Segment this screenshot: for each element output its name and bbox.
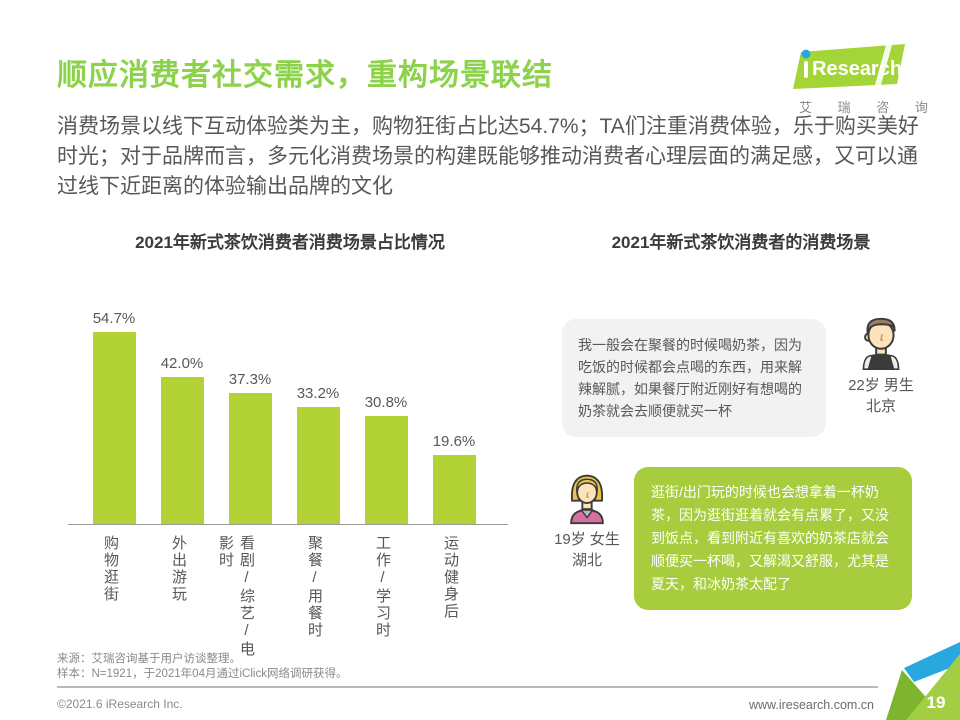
sample-line: 样本：N=1921，于2021年04月通过iClick网络调研获得。 xyxy=(57,668,348,680)
bar-value-label: 54.7% xyxy=(92,310,136,327)
quote-bubble-male: 我一般会在聚餐的时候喝奶茶，因为吃饭的时候都会点喝的东西，用来解辣解腻，如果餐厅… xyxy=(562,319,826,437)
corner-decoration: 19 xyxy=(886,642,960,720)
bar-category-label: 运动健身后 xyxy=(442,535,459,620)
persona-female-label: 19岁 女生 湖北 xyxy=(554,529,620,571)
bar-value-label: 37.3% xyxy=(228,371,272,388)
bar xyxy=(432,455,476,524)
consumption-share-chart: 2021年新式茶饮消费者消费场景占比情况 54.7% 42.0% 37.3% 33.2… xyxy=(60,228,520,670)
consumption-scenes-panel: 2021年新式茶饮消费者的消费场景 我一般会在聚餐的时候喝奶茶，因为吃饭的时候都… xyxy=(540,228,942,610)
bar xyxy=(296,407,340,524)
bar-category-label: 外出游玩 xyxy=(170,535,187,603)
bar-value-label: 33.2% xyxy=(296,385,340,402)
bar-value-label: 30.8% xyxy=(364,394,408,411)
bar-value-label: 42.0% xyxy=(160,355,204,372)
footer-divider xyxy=(57,686,878,688)
source-line: 来源：艾瑞咨询基于用户访谈整理。 xyxy=(57,653,241,665)
persona-male-age: 22岁 男生 xyxy=(848,377,914,394)
persona-male-city: 北京 xyxy=(865,398,896,415)
svg-text:Research: Research xyxy=(812,58,902,80)
bar-value-label: 19.6% xyxy=(432,433,476,450)
chart-categories: 购物逛街 外出游玩 看剧/综艺/电影时 聚餐/用餐时 工作/学习时 运动健身后 xyxy=(68,525,508,670)
male-avatar-icon xyxy=(862,317,900,371)
bar-category-label: 看剧/综艺/电影时 xyxy=(217,535,255,658)
bar-category-label: 工作/学习时 xyxy=(374,535,391,639)
bar xyxy=(364,416,408,524)
chart-title: 2021年新式茶饮消费者消费场景占比情况 xyxy=(135,233,445,252)
quote-row-female: 19岁 女生 湖北 逛街/出门玩的时候也会想拿着一杯奶茶，因为逛街逛着就会有点累… xyxy=(540,467,942,610)
bar-group: 19.6% xyxy=(420,433,488,524)
footer-website: www.iresearch.com.cn xyxy=(748,698,874,712)
persona-male: 22岁 男生 北京 xyxy=(826,313,936,417)
bar-group: 33.2% xyxy=(284,385,352,524)
footer-copyright: ©2021.6 iResearch Inc. xyxy=(57,697,183,711)
iresearch-logo-icon: Research xyxy=(793,44,905,89)
persona-female-age: 19岁 女生 xyxy=(554,531,620,548)
iresearch-logo: Research 艾 瑞 咨 询 xyxy=(793,44,939,116)
quote-bubble-female: 逛街/出门玩的时候也会想拿着一杯奶茶，因为逛街逛着就会有点累了，又没到饭点，看到… xyxy=(634,467,912,610)
persona-female-city: 湖北 xyxy=(571,552,602,569)
persona-male-label: 22岁 男生 北京 xyxy=(848,375,914,417)
chart-plot: 54.7% 42.0% 37.3% 33.2% 30.8% 19.6% xyxy=(68,253,508,525)
bar xyxy=(228,393,272,524)
bar xyxy=(92,332,136,524)
female-avatar-icon xyxy=(570,474,604,525)
persona-female: 19岁 女生 湖北 xyxy=(540,469,634,571)
footer-source-note: 来源：艾瑞咨询基于用户访谈整理。 样本：N=1921，于2021年04月通过iC… xyxy=(57,652,347,682)
logo-subtitle: 艾 瑞 咨 询 xyxy=(799,100,939,115)
bar-group: 42.0% xyxy=(148,355,216,524)
bar-category-label: 聚餐/用餐时 xyxy=(306,535,323,639)
bar-group: 54.7% xyxy=(80,310,148,524)
bar-category-label: 购物逛街 xyxy=(102,535,119,603)
page-number: 19 xyxy=(927,693,946,712)
bar-group: 37.3% xyxy=(216,371,284,524)
scenes-title: 2021年新式茶饮消费者的消费场景 xyxy=(611,233,871,252)
quote-row-male: 我一般会在聚餐的时候喝奶茶，因为吃饭的时候都会点喝的东西，用来解辣解腻，如果餐厅… xyxy=(540,317,942,437)
bar xyxy=(160,377,204,524)
bar-group: 30.8% xyxy=(352,394,420,524)
page-title: 顺应消费者社交需求，重构场景联结 xyxy=(57,59,553,92)
intro-paragraph: 消费场景以线下互动体验类为主，购物狂街占比达54.7%；TA们注重消费体验，乐于… xyxy=(57,115,919,198)
